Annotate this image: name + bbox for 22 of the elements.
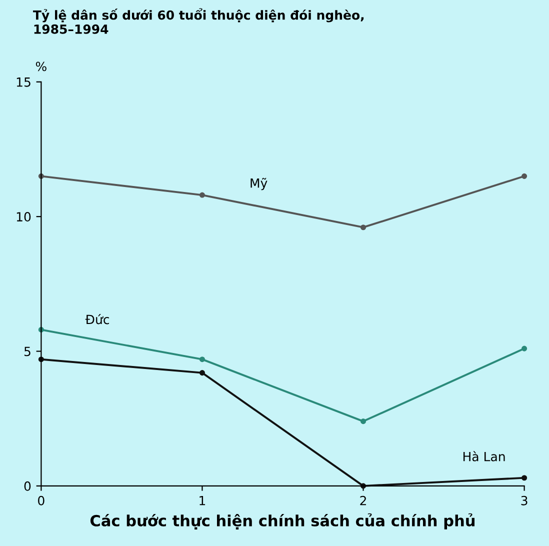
series-label: Mỹ <box>250 178 268 190</box>
chart-title: Tỷ lệ dân số dưới 60 tuổi thuộc diện đói nghèo, 1985–1994 <box>33 8 364 34</box>
y-tick-label: 0 <box>24 481 31 491</box>
point <box>199 356 205 362</box>
x-tick-label: 0 <box>38 496 44 506</box>
series-label: Hà Lan <box>463 451 505 462</box>
x-tick-label: 2 <box>360 496 366 506</box>
x-axis-title: Các bước thực hiện chính sách của chính phủ <box>90 513 474 530</box>
point <box>522 475 528 481</box>
point <box>199 192 205 198</box>
point <box>522 346 528 352</box>
point <box>360 224 366 230</box>
x-tick-label: 1 <box>200 496 206 506</box>
y-tick-label: 15 <box>16 78 30 87</box>
series-label: Đức <box>85 314 110 324</box>
point <box>360 418 366 424</box>
y-axis-title: % <box>36 62 46 72</box>
point <box>522 173 528 179</box>
point <box>199 370 205 376</box>
y-tick-label: 5 <box>24 346 30 356</box>
y-tick-label: 10 <box>16 212 31 222</box>
x-tick-label: 3 <box>521 496 528 506</box>
